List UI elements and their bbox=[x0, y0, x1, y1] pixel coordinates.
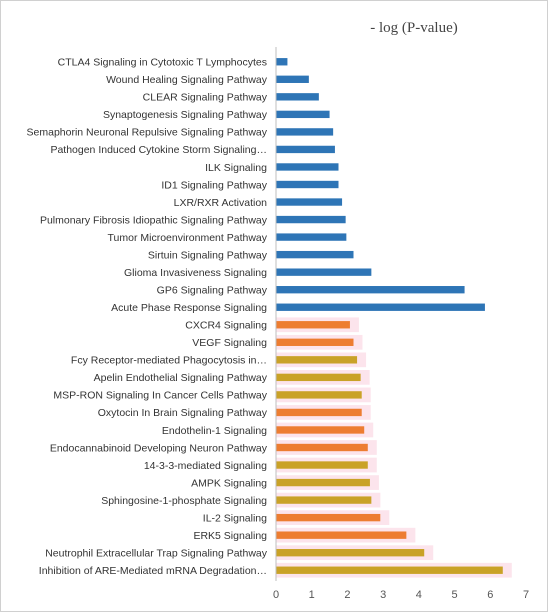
category-label: 14-3-3-mediated Signaling bbox=[144, 460, 267, 472]
category-label: Endothelin-1 Signaling bbox=[162, 425, 267, 437]
category-label: Semaphorin Neuronal Repulsive Signaling … bbox=[27, 127, 268, 139]
category-label: VEGF Signaling bbox=[192, 337, 267, 349]
category-label: Acute Phase Response Signaling bbox=[111, 302, 267, 314]
category-label: Glioma Invasiveness Signaling bbox=[124, 267, 267, 279]
x-tick-label: 4 bbox=[416, 589, 422, 601]
category-label: Oxytocin In Brain Signaling Pathway bbox=[98, 407, 268, 419]
category-label: Sirtuin Signaling Pathway bbox=[148, 249, 268, 261]
category-label: MSP-RON Signaling In Cancer Cells Pathwa… bbox=[53, 390, 267, 402]
bar bbox=[276, 268, 372, 276]
bar bbox=[276, 233, 347, 241]
category-label: Sphingosine-1-phosphate Signaling bbox=[101, 495, 267, 507]
bar bbox=[276, 250, 354, 259]
x-tick-label: 7 bbox=[523, 589, 529, 601]
bar bbox=[276, 338, 354, 346]
category-label: Apelin Endothelial Signaling Pathway bbox=[94, 372, 268, 384]
category-label: Endocannabinoid Developing Neuron Pathwa… bbox=[50, 442, 268, 454]
bar bbox=[276, 549, 425, 557]
category-label: CLEAR Signaling Pathway bbox=[143, 92, 268, 104]
bar bbox=[276, 128, 334, 136]
category-label: Wound Healing Signaling Pathway bbox=[106, 74, 268, 86]
category-label: AMPK Signaling bbox=[191, 477, 267, 489]
category-label: Inhibition of ARE-Mediated mRNA Degradat… bbox=[39, 565, 267, 577]
bar bbox=[276, 110, 330, 119]
category-label: Fcy Receptor-mediated Phagocytosis in… bbox=[71, 355, 267, 367]
category-label: Tumor Microenvironment Pathway bbox=[108, 232, 268, 244]
category-label: Synaptogenesis Signaling Pathway bbox=[103, 109, 268, 121]
x-tick-labels: 0 1 2 3 4 5 6 7 bbox=[273, 589, 529, 601]
category-label: Pulmonary Fibrosis Idiopathic Signaling … bbox=[40, 214, 268, 226]
category-label: LXR/RXR Activation bbox=[174, 197, 268, 209]
x-tick-label: 3 bbox=[380, 589, 386, 601]
bar bbox=[276, 180, 339, 189]
bar bbox=[276, 356, 358, 364]
bar bbox=[276, 443, 368, 452]
bar bbox=[276, 303, 485, 311]
category-label: ERK5 Signaling bbox=[193, 530, 267, 542]
category-labels: CTLA4 Signaling in Cytotoxic T Lymphocyt… bbox=[27, 57, 268, 577]
bar bbox=[276, 93, 319, 101]
x-tick-label: 2 bbox=[344, 589, 350, 601]
bar bbox=[276, 75, 309, 83]
bar bbox=[276, 145, 335, 154]
bar bbox=[276, 496, 372, 504]
bar bbox=[276, 478, 370, 487]
chart-title: - log (P-value) bbox=[370, 20, 457, 36]
bar bbox=[276, 58, 288, 66]
category-label: IL-2 Signaling bbox=[203, 512, 267, 524]
bar bbox=[276, 461, 368, 469]
x-tick-label: 5 bbox=[452, 589, 458, 601]
bar bbox=[276, 566, 503, 574]
category-label: CXCR4 Signaling bbox=[185, 320, 267, 332]
category-label: Pathogen Induced Cytokine Storm Signalin… bbox=[50, 144, 267, 156]
category-label: ILK Signaling bbox=[205, 162, 267, 174]
category-label: CTLA4 Signaling in Cytotoxic T Lymphocyt… bbox=[58, 57, 267, 69]
bar bbox=[276, 215, 346, 224]
bar bbox=[276, 321, 350, 329]
bar bbox=[276, 198, 343, 206]
bar bbox=[276, 531, 407, 539]
x-tick-label: 6 bbox=[487, 589, 493, 601]
bar bbox=[276, 163, 339, 171]
bar bbox=[276, 373, 361, 382]
bar bbox=[276, 426, 365, 434]
bar bbox=[276, 391, 362, 399]
bar-layer bbox=[276, 58, 503, 574]
category-label: Neutrophil Extracellular Trap Signaling … bbox=[45, 548, 268, 560]
x-tick-label: 0 bbox=[273, 589, 279, 601]
bar bbox=[276, 408, 362, 417]
category-label: GP6 Signaling Pathway bbox=[157, 285, 268, 297]
x-tick-label: 1 bbox=[309, 589, 315, 601]
bar bbox=[276, 286, 465, 294]
category-label: ID1 Signaling Pathway bbox=[161, 179, 267, 191]
bar bbox=[276, 513, 381, 522]
